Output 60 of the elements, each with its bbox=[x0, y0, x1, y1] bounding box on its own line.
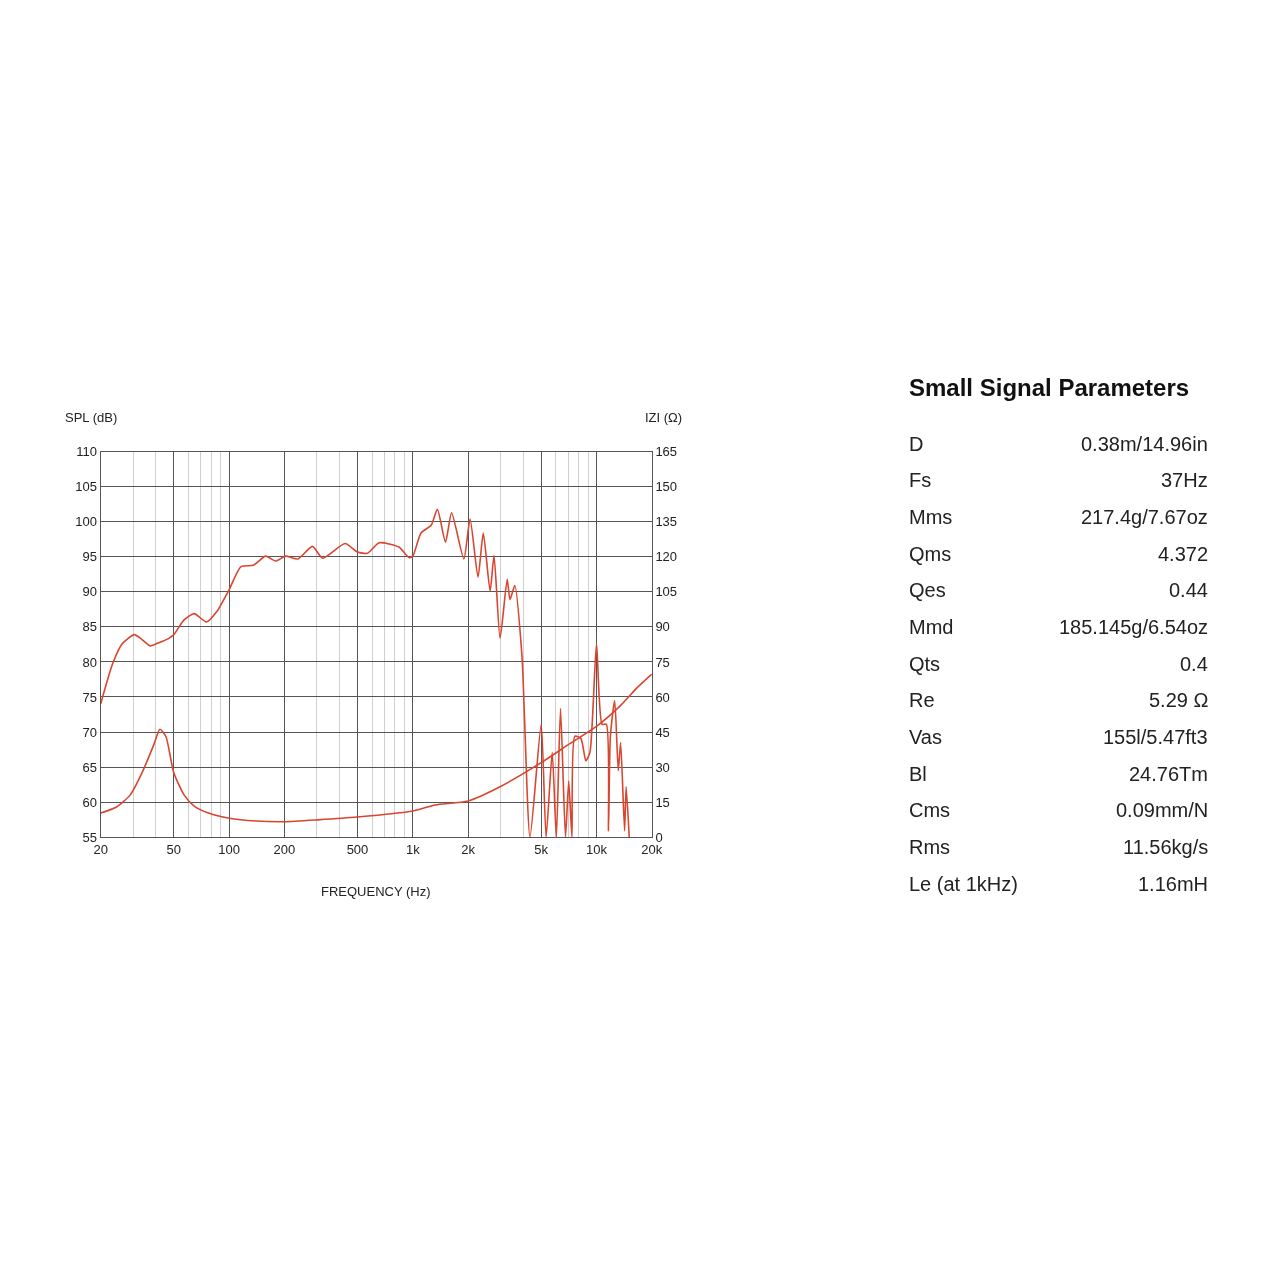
x-tick-label: 50 bbox=[166, 841, 182, 857]
text: 5.29 Ω bbox=[1149, 689, 1209, 711]
y2-tick-label: 135 bbox=[655, 514, 678, 530]
y-tick-label: 95 bbox=[82, 549, 98, 565]
text: 1.16mH bbox=[1138, 873, 1209, 895]
y2-tick-label: 105 bbox=[655, 584, 678, 600]
text: D bbox=[909, 433, 924, 455]
text: Mms bbox=[909, 506, 953, 528]
text: 0.4 bbox=[1180, 653, 1208, 675]
y2-tick-label: 150 bbox=[655, 479, 678, 495]
x-tick-label: 1k bbox=[405, 841, 421, 857]
text: Cms bbox=[909, 799, 951, 821]
text: 0.44 bbox=[1169, 579, 1208, 601]
text: 4.372 bbox=[1158, 543, 1209, 565]
x-tick-label: 100 bbox=[218, 841, 240, 857]
text: 0.38m/14.96in bbox=[1081, 433, 1208, 455]
text: Fs bbox=[909, 469, 932, 491]
text: Qes bbox=[909, 579, 946, 601]
text: Qts bbox=[909, 653, 941, 675]
y-tick-label: 90 bbox=[82, 584, 98, 600]
text: Le (at 1kHz) bbox=[909, 873, 1018, 895]
y2-tick-label: 120 bbox=[655, 549, 678, 565]
text: 24.76Tm bbox=[1129, 763, 1208, 785]
x-tick-label: 10k bbox=[586, 841, 608, 857]
y-axis-title: SPL (dB) bbox=[65, 410, 118, 425]
y-tick-label: 80 bbox=[82, 654, 98, 670]
text: Re bbox=[909, 689, 935, 711]
y2-tick-label: 165 bbox=[655, 444, 678, 460]
x-axis-title: FREQUENCY (Hz) bbox=[321, 884, 431, 899]
text: 217.4g/7.67oz bbox=[1081, 506, 1208, 528]
x-tick-label: 500 bbox=[346, 841, 369, 857]
x-tick-label: 2k bbox=[461, 841, 476, 857]
text: Qms bbox=[909, 543, 952, 565]
text: 37Hz bbox=[1161, 469, 1208, 491]
text: Small Signal Parameters bbox=[909, 374, 1190, 401]
y2-axis-title: IZI (Ω) bbox=[645, 410, 683, 425]
text: Bl bbox=[909, 763, 927, 785]
text: Vas bbox=[909, 726, 942, 748]
y2-tick-label: 75 bbox=[655, 654, 670, 670]
y-tick-label: 75 bbox=[82, 689, 98, 705]
text: Mmd bbox=[909, 616, 954, 638]
text: 155l/5.47ft3 bbox=[1103, 726, 1208, 748]
text: 185.145g/6.54oz bbox=[1059, 616, 1209, 638]
y-tick-label: 60 bbox=[82, 794, 98, 810]
text: 0.09mm/N bbox=[1116, 799, 1209, 821]
x-tick-label: 200 bbox=[273, 841, 296, 857]
y2-tick-label: 60 bbox=[655, 689, 670, 705]
y2-tick-label: 15 bbox=[655, 794, 670, 810]
y-tick-label: 110 bbox=[76, 444, 98, 460]
text: Rms bbox=[909, 836, 951, 858]
y2-tick-label: 30 bbox=[655, 759, 670, 775]
y-tick-label: 100 bbox=[75, 514, 98, 530]
y2-tick-label: 45 bbox=[655, 724, 670, 740]
y-tick-label: 85 bbox=[82, 619, 98, 635]
y-tick-label: 70 bbox=[82, 724, 98, 740]
y-tick-label: 65 bbox=[82, 759, 98, 775]
y-tick-label: 105 bbox=[75, 479, 98, 495]
y2-tick-label: 90 bbox=[655, 619, 670, 635]
x-tick-label: 5k bbox=[534, 841, 549, 857]
text: 11.56kg/s bbox=[1123, 836, 1209, 858]
